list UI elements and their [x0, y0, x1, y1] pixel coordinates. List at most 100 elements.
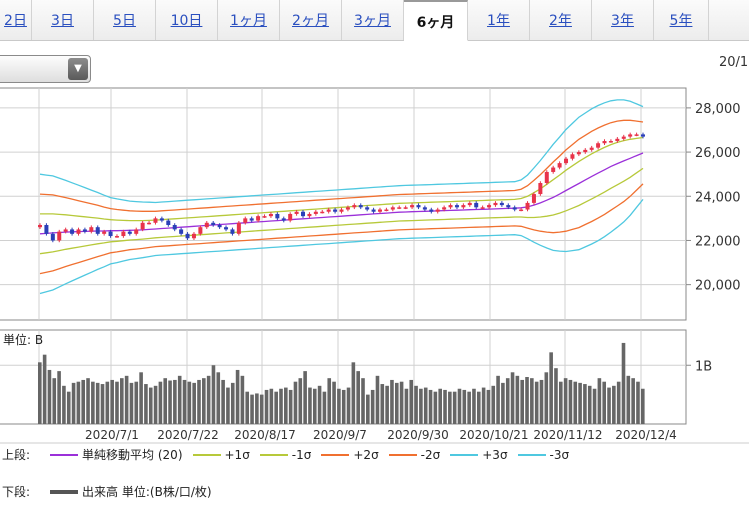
volume-bar — [134, 381, 139, 424]
candle — [596, 143, 601, 148]
candle — [448, 205, 453, 208]
tab-6[interactable]: 3ヶ月 — [342, 0, 404, 40]
legend-item-label: 単純移動平均 (20) — [82, 448, 183, 462]
volume-bar — [115, 381, 119, 424]
volume-bar — [607, 387, 611, 424]
volume-bar — [404, 388, 409, 424]
volume-bar — [423, 387, 428, 424]
candle — [608, 141, 613, 143]
tab-0[interactable]: 2日 — [0, 0, 32, 40]
tab-2[interactable]: 5日 — [94, 0, 156, 40]
legend-item-label: 出来高 単位:(B株/口/枚) — [82, 485, 212, 499]
candle — [564, 158, 569, 164]
volume-bar — [472, 388, 476, 424]
legend-item-label: -1σ — [291, 447, 312, 462]
volume-bar — [443, 389, 447, 424]
candle — [519, 209, 524, 212]
price-panel — [0, 87, 687, 321]
volume-bar — [539, 379, 544, 424]
tab-7[interactable]: 6ヶ月 — [404, 0, 468, 41]
candle — [615, 138, 620, 142]
tab-5[interactable]: 2ヶ月 — [280, 0, 342, 40]
candle — [224, 227, 229, 230]
tab-10[interactable]: 3年 — [592, 0, 654, 40]
volume-bar — [163, 378, 168, 424]
volume-bar — [505, 378, 510, 424]
candle — [358, 205, 363, 208]
volume-bar — [496, 375, 500, 424]
candle — [243, 218, 248, 223]
candle — [499, 202, 504, 206]
volume-unit-label: 単位: B — [3, 332, 43, 347]
volume-bar — [42, 354, 47, 424]
volume-bar — [486, 389, 491, 424]
volume-bar — [240, 375, 245, 424]
volume-bar — [308, 387, 312, 424]
volume-bar — [419, 388, 423, 424]
candle — [589, 147, 594, 150]
tab-4[interactable]: 1ヶ月 — [218, 0, 280, 40]
volume-bar — [221, 379, 225, 424]
volume-bar — [211, 365, 216, 424]
candle — [628, 134, 633, 137]
volume-bar — [62, 385, 66, 424]
y-tick-label: 28,000 — [695, 102, 741, 117]
volume-bar — [57, 371, 61, 424]
tab-11[interactable]: 5年 — [654, 0, 709, 40]
volume-bar — [346, 387, 351, 424]
volume-bar — [47, 369, 52, 424]
legend-swatch — [50, 489, 79, 494]
volume-bar — [202, 378, 206, 424]
date-label: 20/1 — [719, 55, 749, 70]
volume-bar — [177, 375, 182, 424]
volume-bar — [259, 394, 264, 424]
legend-item: -3σ — [517, 446, 569, 463]
candle — [487, 205, 492, 208]
legend-item-label: +3σ — [482, 447, 508, 462]
volume-bar — [501, 382, 505, 424]
volume-bar — [375, 375, 380, 424]
indicator-select[interactable]: ▼ — [0, 55, 91, 83]
band-minus3-line — [39, 198, 644, 295]
volume-bar — [317, 385, 322, 424]
volume-bar — [91, 381, 95, 424]
candle — [531, 194, 536, 203]
y-tick-label: 26,000 — [695, 146, 741, 161]
candle — [384, 209, 389, 212]
candle — [249, 218, 254, 221]
volume-bar — [71, 382, 76, 424]
candle — [147, 222, 152, 225]
candle — [416, 205, 421, 208]
candle — [461, 205, 466, 208]
tab-3[interactable]: 10日 — [156, 0, 218, 40]
tab-1[interactable]: 3日 — [32, 0, 94, 40]
chevron-down-icon[interactable]: ▼ — [68, 58, 88, 80]
volume-bar — [120, 378, 124, 424]
candle — [217, 224, 222, 228]
volume-bar — [105, 381, 110, 424]
volume-bar — [530, 378, 534, 424]
volume-bar — [235, 369, 240, 424]
legend-lower: 下段: 出来高 単位:(B株/口/枚) — [2, 483, 222, 500]
candle — [256, 216, 261, 221]
volume-bar — [230, 382, 235, 424]
x-tick-label: 2020/12/4 — [615, 428, 677, 442]
legend-upper: 上段: 単純移動平均 (20) +1σ -1σ +2σ -2σ +3σ -3σ — [2, 446, 579, 463]
tab-9[interactable]: 2年 — [530, 0, 592, 40]
volume-bar — [433, 391, 438, 424]
volume-bar — [66, 391, 71, 424]
x-tick-label: 2020/8/17 — [234, 428, 296, 442]
volume-bar — [510, 372, 515, 424]
volume-bar — [332, 381, 336, 424]
band-minus2-line — [39, 183, 644, 275]
volume-bar — [394, 382, 399, 424]
tab-8[interactable]: 1年 — [468, 0, 530, 40]
candle — [281, 218, 286, 221]
candle — [262, 216, 267, 218]
volume-bar — [341, 389, 346, 424]
candle — [121, 231, 126, 237]
candle — [506, 205, 511, 208]
volume-y-tick-label: 1B — [695, 359, 712, 374]
candle — [512, 207, 517, 210]
volume-bar — [626, 375, 631, 424]
